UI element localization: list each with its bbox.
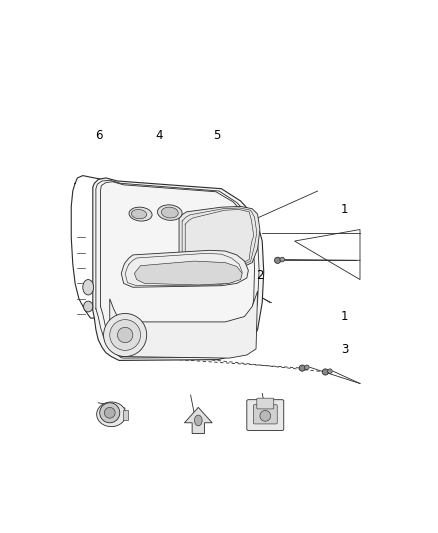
Circle shape [110, 320, 141, 350]
Circle shape [299, 365, 305, 371]
Ellipse shape [158, 205, 182, 220]
Circle shape [100, 403, 120, 423]
Ellipse shape [161, 207, 178, 218]
Polygon shape [108, 291, 258, 358]
Text: 1: 1 [341, 203, 348, 216]
Ellipse shape [97, 402, 126, 426]
Circle shape [103, 313, 147, 357]
Ellipse shape [194, 415, 202, 426]
Circle shape [117, 327, 133, 343]
Text: 6: 6 [95, 130, 102, 142]
Circle shape [104, 407, 115, 418]
Polygon shape [184, 407, 212, 433]
Circle shape [280, 257, 285, 262]
Circle shape [275, 257, 281, 263]
Polygon shape [134, 261, 242, 285]
Polygon shape [179, 206, 260, 273]
FancyBboxPatch shape [253, 405, 277, 424]
Polygon shape [123, 410, 128, 421]
Polygon shape [121, 251, 248, 287]
Circle shape [328, 369, 332, 374]
Ellipse shape [84, 301, 93, 312]
Ellipse shape [83, 280, 94, 295]
Circle shape [304, 365, 309, 370]
FancyBboxPatch shape [247, 400, 284, 431]
Circle shape [322, 369, 328, 375]
Text: 5: 5 [213, 130, 220, 142]
Ellipse shape [129, 207, 152, 221]
FancyBboxPatch shape [257, 398, 274, 409]
Text: 1: 1 [341, 310, 348, 323]
Text: 2: 2 [257, 269, 264, 282]
Polygon shape [93, 178, 264, 360]
Text: 4: 4 [155, 130, 163, 142]
Ellipse shape [131, 209, 147, 219]
Circle shape [260, 410, 271, 421]
Text: 3: 3 [341, 343, 348, 356]
